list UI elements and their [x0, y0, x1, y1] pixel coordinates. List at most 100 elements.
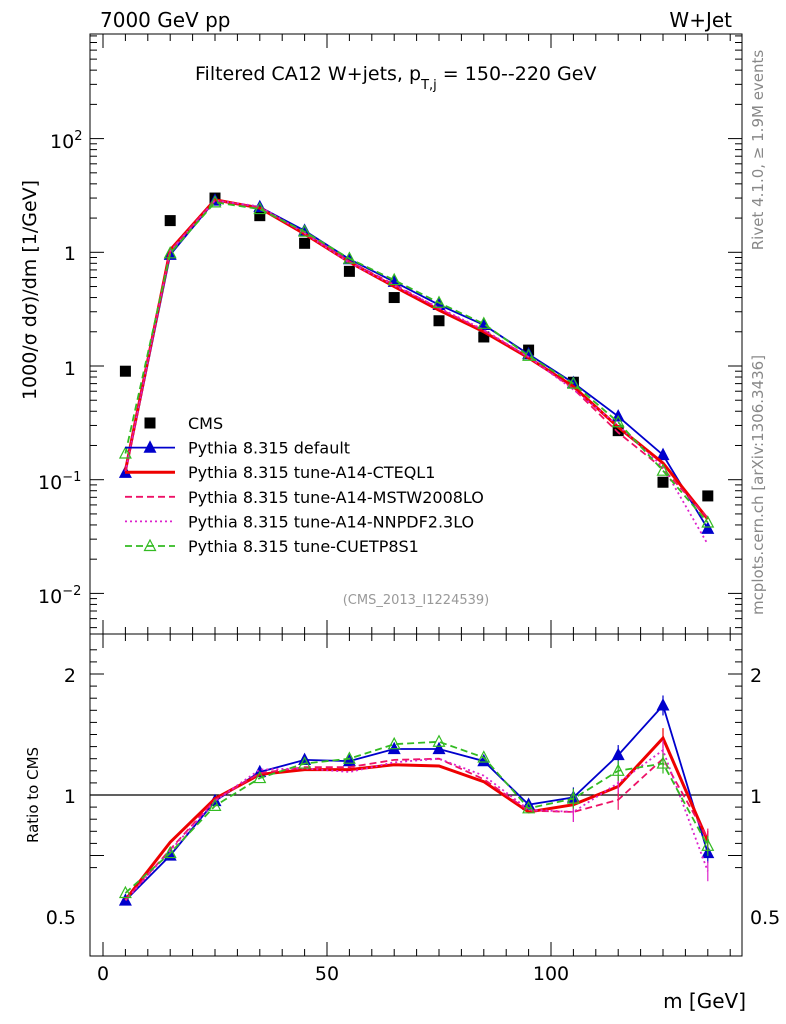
legend-entry: Pythia 8.315 tune-A14-MSTW2008LO [125, 488, 484, 507]
ratio-point [298, 756, 312, 769]
data-point [433, 315, 445, 327]
legend-marker [144, 417, 156, 429]
ratio-y-axis-label: Ratio to CMS [24, 747, 42, 843]
y-tick-label-100: 102 [50, 129, 82, 153]
series-5 [118, 195, 715, 528]
data-point [299, 237, 311, 249]
ratio-point [387, 736, 401, 750]
ratio-point [656, 756, 670, 769]
ratio-y-tick-2-right: 2 [750, 665, 762, 687]
legend-label: Pythia 8.315 tune-A14-CTEQL1 [188, 463, 435, 482]
ratio-series-2 [124, 748, 709, 901]
data-point [343, 265, 355, 277]
data-point [701, 521, 715, 534]
legend-label: CMS [188, 414, 223, 433]
ratio-point [432, 741, 446, 755]
analysis-tag: (CMS_2013_I1224539) [343, 593, 490, 608]
legend-label: Pythia 8.315 tune-CUETP8S1 [188, 537, 419, 556]
ratio-y-tick-1-left: 1 [64, 786, 76, 808]
data-point [254, 210, 266, 222]
data-point [432, 295, 446, 308]
x-axis-label: m [GeV] [663, 989, 746, 1013]
series-1 [118, 193, 715, 534]
series-4 [124, 199, 709, 545]
legend-entry: CMS [144, 414, 223, 433]
data-point [566, 376, 580, 389]
data-point [208, 195, 222, 208]
data-point [477, 316, 491, 329]
legend-entry: Pythia 8.315 tune-A14-CTEQL1 [125, 463, 435, 482]
main-y-tick-labels: 102 1 1 10−1 10−2 [38, 129, 82, 608]
ratio-series [118, 695, 715, 906]
ratio-series-clip [118, 695, 715, 906]
ratio-point [118, 885, 132, 899]
ratio-y-tick-0.5-left: 0.5 [46, 907, 76, 929]
title-subscript: T,j [420, 78, 437, 93]
x-tick-label-100: 100 [533, 963, 569, 985]
legend-label: Pythia 8.315 default [188, 439, 350, 458]
data-point [612, 425, 624, 437]
main-series-clip [118, 192, 715, 545]
y-tick-label-0.1: 10−1 [38, 470, 81, 494]
header-right: W+Jet [669, 8, 732, 32]
data-point [478, 331, 490, 343]
data-point [702, 490, 714, 502]
y-tick-label-10: 1 [64, 243, 76, 265]
y-axis-label: 1000/σ dσ)/dm [1/GeV] [19, 180, 41, 400]
data-point [342, 251, 356, 264]
ratio-point [611, 763, 625, 776]
data-point [701, 515, 715, 528]
ratio-series-4 [118, 734, 715, 899]
ratio-point [342, 751, 356, 764]
data-point [522, 348, 536, 361]
ratio-series-0 [118, 695, 715, 906]
rivet-label: Rivet 4.1.0, ≥ 1.9M events [749, 50, 767, 251]
data-point [118, 446, 132, 459]
main-ticks [90, 34, 742, 634]
ratio-point [701, 838, 715, 851]
data-point [298, 224, 312, 237]
plot-title: Filtered CA12 W+jets, pT,j = 150--220 Ge… [195, 63, 596, 93]
ratio-line [124, 757, 709, 901]
y-tick-label-1: 1 [64, 358, 76, 380]
y-tick-label-0.01: 10−2 [38, 584, 81, 608]
ratio-point [566, 791, 580, 804]
series-line [124, 199, 709, 545]
data-point [163, 246, 177, 259]
legend-marker [143, 538, 157, 552]
ratio-point [253, 770, 267, 784]
mcplots-label: mcplots.cern.ch [arXiv:1306.3436] [749, 355, 767, 615]
ratio-point [432, 734, 446, 747]
ratio-ticks [90, 634, 742, 956]
main-series [118, 192, 715, 545]
data-point [656, 463, 670, 476]
data-point [388, 292, 400, 304]
x-tick-label-0: 0 [97, 963, 109, 985]
ratio-line [124, 735, 710, 901]
ratio-point [477, 750, 491, 763]
legend-label: Pythia 8.315 tune-A14-MSTW2008LO [188, 488, 484, 507]
ratio-point [163, 845, 177, 859]
ratio-y-tick-0.5-right: 0.5 [750, 907, 780, 929]
series-line [124, 201, 709, 524]
ratio-line [124, 748, 709, 901]
ratio-y-tick-1-right: 1 [750, 786, 762, 808]
data-point [387, 272, 401, 286]
ratio-point [611, 747, 625, 761]
legend-entry: Pythia 8.315 tune-CUETP8S1 [125, 537, 419, 556]
data-point [611, 414, 625, 428]
ratio-point [522, 801, 536, 814]
data-point [253, 201, 267, 215]
data-point [164, 215, 176, 227]
legend-entry: Pythia 8.315 default [125, 439, 350, 458]
ratio-y-tick-2-left: 2 [64, 665, 76, 687]
data-point [657, 476, 669, 488]
ratio-line [124, 740, 709, 894]
legend-label: Pythia 8.315 tune-A14-NNPDF2.3LO [188, 512, 474, 531]
legend-entry: Pythia 8.315 tune-A14-NNPDF2.3LO [125, 512, 474, 531]
ratio-point [656, 698, 670, 711]
legend: CMS Pythia 8.315 default Pythia 8.315 tune… [125, 414, 484, 556]
data-point [119, 365, 131, 377]
data-point [656, 447, 670, 461]
